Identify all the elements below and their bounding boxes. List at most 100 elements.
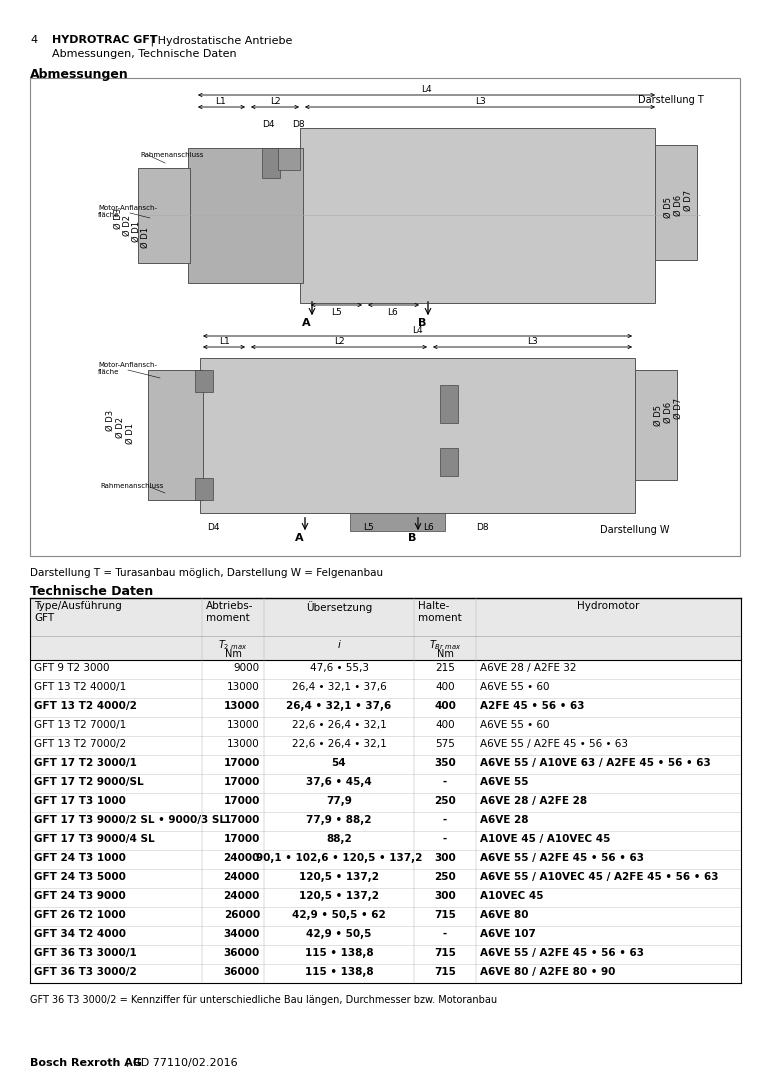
Text: 300: 300	[434, 853, 456, 863]
Text: GFT 17 T3 9000/4 SL: GFT 17 T3 9000/4 SL	[34, 834, 155, 844]
Text: 13000: 13000	[224, 702, 260, 711]
Text: $T_{2\ max}$: $T_{2\ max}$	[218, 638, 247, 651]
Text: 715: 715	[434, 910, 456, 920]
Text: Ø D2: Ø D2	[123, 215, 132, 236]
Text: 715: 715	[434, 948, 456, 958]
Bar	[195, 370, 213, 392]
Text: 24000: 24000	[224, 872, 260, 882]
Text: A6VE 55 / A2FE 45 • 56 • 63: A6VE 55 / A2FE 45 • 56 • 63	[480, 948, 644, 958]
Text: A6VE 55 • 60: A6VE 55 • 60	[480, 720, 550, 730]
Text: 215: 215	[435, 663, 455, 673]
Text: $i$: $i$	[337, 638, 342, 650]
Text: 36000: 36000	[224, 948, 260, 958]
Text: A6VE 28: A6VE 28	[480, 815, 528, 825]
Text: 250: 250	[434, 872, 456, 882]
Bar	[635, 370, 677, 480]
Bar	[30, 77, 740, 556]
Text: 715: 715	[434, 967, 456, 978]
Text: 17000: 17000	[224, 815, 260, 825]
Text: Übersetzung: Übersetzung	[306, 601, 372, 613]
Text: GFT 24 T3 5000: GFT 24 T3 5000	[34, 872, 126, 882]
Text: Ø D2: Ø D2	[116, 417, 124, 437]
Text: 13000: 13000	[227, 720, 260, 730]
Text: Darstellung T = Turasanbau möglich, Darstellung W = Felgenanbau: Darstellung T = Turasanbau möglich, Dars…	[30, 568, 383, 578]
Text: Ø D1: Ø D1	[132, 221, 140, 242]
Text: 24000: 24000	[224, 853, 260, 863]
Text: Abtriebs-
moment: Abtriebs- moment	[206, 601, 254, 623]
Text: 47,6 • 55,3: 47,6 • 55,3	[309, 663, 369, 673]
Text: 350: 350	[434, 758, 456, 768]
Text: L3: L3	[527, 337, 537, 346]
Text: Rahmenanschluss: Rahmenanschluss	[100, 483, 163, 489]
Text: A6VE 107: A6VE 107	[480, 930, 536, 939]
Text: Abmessungen: Abmessungen	[30, 68, 129, 81]
Text: | Hydrostatische Antriebe: | Hydrostatische Antriebe	[147, 35, 292, 46]
Text: A10VE 45 / A10VEC 45: A10VE 45 / A10VEC 45	[480, 834, 611, 844]
Text: Darstellung W: Darstellung W	[600, 525, 669, 535]
Text: Halte-
moment: Halte- moment	[418, 601, 462, 623]
Text: L2: L2	[334, 337, 345, 346]
Text: 17000: 17000	[224, 834, 260, 844]
Text: 24000: 24000	[224, 891, 260, 901]
Text: A6VE 80: A6VE 80	[480, 910, 528, 920]
Text: 400: 400	[434, 702, 456, 711]
Text: L5: L5	[331, 308, 342, 317]
Bar	[350, 513, 445, 531]
Text: D8: D8	[476, 523, 488, 532]
Text: L4: L4	[412, 326, 423, 335]
Text: A6VE 80 / A2FE 80 • 90: A6VE 80 / A2FE 80 • 90	[480, 967, 615, 978]
Text: L1: L1	[219, 337, 230, 346]
Text: L3: L3	[475, 97, 486, 106]
Text: , RD 77110/02.2016: , RD 77110/02.2016	[126, 1058, 237, 1068]
Text: 77,9: 77,9	[326, 796, 352, 806]
Text: Motor-Anflansch-
fläche: Motor-Anflansch- fläche	[98, 205, 157, 218]
Text: A6VE 55: A6VE 55	[480, 777, 528, 787]
Text: GFT 9 T2 3000: GFT 9 T2 3000	[34, 663, 109, 673]
Text: GFT 24 T3 9000: GFT 24 T3 9000	[34, 891, 126, 901]
Text: 37,6 • 45,4: 37,6 • 45,4	[306, 777, 372, 787]
Text: B: B	[408, 533, 416, 543]
Text: 13000: 13000	[227, 682, 260, 692]
Text: Abmessungen, Technische Daten: Abmessungen, Technische Daten	[52, 49, 237, 59]
Bar	[440, 448, 458, 476]
Text: 17000: 17000	[224, 777, 260, 787]
Text: 9000: 9000	[234, 663, 260, 673]
Text: 34000: 34000	[224, 930, 260, 939]
Bar	[300, 128, 655, 303]
Text: A6VE 55 / A10VEC 45 / A2FE 45 • 56 • 63: A6VE 55 / A10VEC 45 / A2FE 45 • 56 • 63	[480, 872, 719, 882]
Bar	[148, 370, 203, 500]
Text: Ø D1: Ø D1	[126, 423, 134, 444]
Text: GFT 17 T2 3000/1: GFT 17 T2 3000/1	[34, 758, 137, 768]
Text: HYDROTRAC GFT: HYDROTRAC GFT	[52, 35, 157, 45]
Text: Darstellung T: Darstellung T	[638, 95, 704, 105]
Text: 54: 54	[332, 758, 346, 768]
Text: GFT 17 T2 9000/SL: GFT 17 T2 9000/SL	[34, 777, 143, 787]
Text: 22,6 • 26,4 • 32,1: 22,6 • 26,4 • 32,1	[291, 739, 386, 750]
Text: GFT 26 T2 1000: GFT 26 T2 1000	[34, 910, 126, 920]
Text: Ø D3: Ø D3	[113, 207, 123, 228]
Text: GFT 36 T3 3000/1: GFT 36 T3 3000/1	[34, 948, 136, 958]
Text: $T_{Br\ max}$: $T_{Br\ max}$	[429, 638, 461, 651]
Text: -: -	[443, 834, 447, 844]
Text: 26,4 • 32,1 • 37,6: 26,4 • 32,1 • 37,6	[286, 702, 392, 711]
Text: Bosch Rexroth AG: Bosch Rexroth AG	[30, 1058, 142, 1068]
Text: 26000: 26000	[224, 910, 260, 920]
Text: A6VE 55 / A10VE 63 / A2FE 45 • 56 • 63: A6VE 55 / A10VE 63 / A2FE 45 • 56 • 63	[480, 758, 711, 768]
Text: A6VE 28 / A2FE 28: A6VE 28 / A2FE 28	[480, 796, 588, 806]
Text: D8: D8	[291, 120, 305, 129]
Text: L1: L1	[216, 97, 227, 106]
Text: 22,6 • 26,4 • 32,1: 22,6 • 26,4 • 32,1	[291, 720, 386, 730]
Text: GFT 13 T2 7000/2: GFT 13 T2 7000/2	[34, 739, 126, 750]
Text: Ø D1: Ø D1	[140, 228, 150, 249]
Text: -: -	[443, 930, 447, 939]
Text: Rahmenanschluss: Rahmenanschluss	[140, 152, 204, 158]
Text: A2FE 45 • 56 • 63: A2FE 45 • 56 • 63	[480, 702, 584, 711]
Text: GFT 17 T3 1000: GFT 17 T3 1000	[34, 796, 126, 806]
Text: Technische Daten: Technische Daten	[30, 585, 153, 598]
Text: 42,9 • 50,5 • 62: 42,9 • 50,5 • 62	[292, 910, 386, 920]
Text: Ø D6: Ø D6	[674, 194, 682, 216]
Text: 115 • 138,8: 115 • 138,8	[305, 948, 373, 958]
Text: A: A	[295, 533, 304, 543]
Text: A10VEC 45: A10VEC 45	[480, 891, 544, 901]
Text: A: A	[302, 317, 311, 328]
